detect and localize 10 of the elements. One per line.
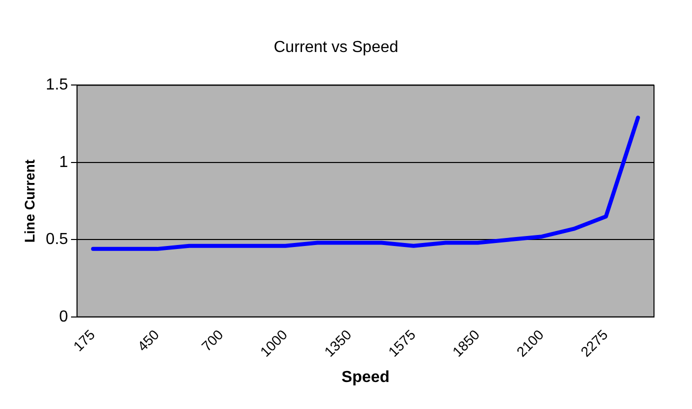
y-tick-label: 1.5 xyxy=(46,76,68,94)
chart-title: Current vs Speed xyxy=(274,39,398,56)
x-tick-label: 450 xyxy=(134,326,162,354)
y-tick-label: 1 xyxy=(59,154,68,171)
y-tick-label: 0.5 xyxy=(46,231,68,248)
x-tick-label: 700 xyxy=(198,326,226,354)
x-axis-title: Speed xyxy=(342,368,390,386)
x-tick-label: 175 xyxy=(70,326,98,354)
y-tick-label: 0 xyxy=(59,308,68,326)
y-axis-title: Line Current xyxy=(21,159,38,243)
